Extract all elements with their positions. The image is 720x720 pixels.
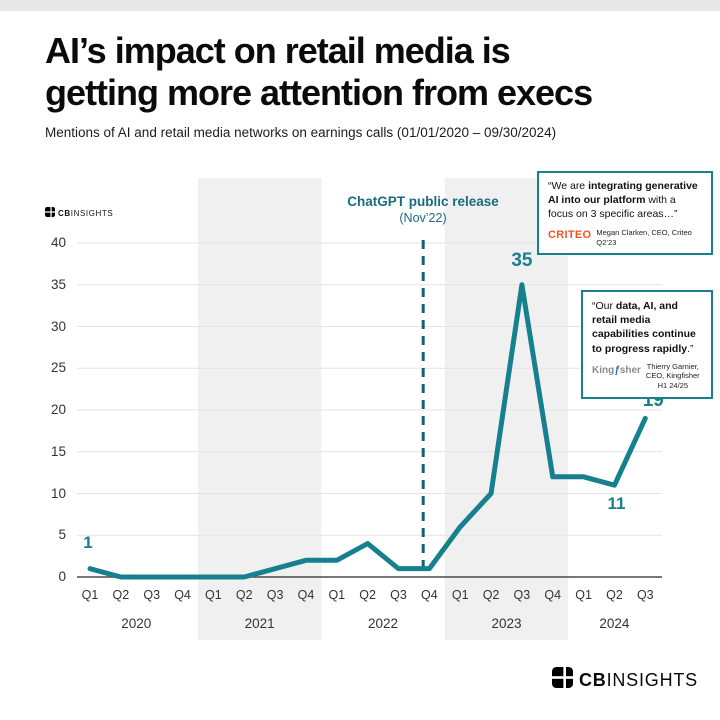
x-tick-label: Q2 <box>112 588 130 602</box>
page-title-line2: getting more attention from execs <box>45 72 593 114</box>
kingfisher-quote-box: “Our data, AI, and retail media capabili… <box>581 290 713 399</box>
chart-subtitle: Mentions of AI and retail media networks… <box>45 124 557 140</box>
header: AI’s impact on retail media is getting m… <box>45 30 705 140</box>
chatgpt-release-annotation: ChatGPT public release (Nov’22) <box>313 194 533 225</box>
kingfisher-logo: Kingƒsher <box>592 364 641 376</box>
criteo-logo: CRITEO <box>548 228 592 241</box>
chatgpt-release-title: ChatGPT public release <box>347 194 499 209</box>
kingfisher-quote-text: “Our data, AI, and retail media capabili… <box>592 300 696 355</box>
x-tick-label: Q1 <box>575 588 592 602</box>
y-tick-label: 35 <box>50 276 66 292</box>
x-tick-label: Q2 <box>606 588 623 602</box>
year-label: 2024 <box>599 616 630 631</box>
x-tick-label: Q4 <box>421 588 438 602</box>
x-tick-label: Q4 <box>174 588 191 602</box>
year-band-2021 <box>198 178 322 640</box>
x-tick-label: Q3 <box>636 588 654 602</box>
x-tick-label: Q2 <box>235 588 253 602</box>
kingfisher-attribution-line2: CEO, Kingfisher <box>645 371 700 381</box>
cbinsights-logo-icon <box>45 204 55 222</box>
mentions-data-line <box>87 282 648 580</box>
criteo-attribution-line1: Megan Clarken, CEO, Criteo <box>596 227 692 237</box>
kingfisher-attribution: Thierry Garnier, CEO, Kingfisher H1 24/2… <box>646 362 700 391</box>
y-tick-label: 30 <box>50 318 66 334</box>
cbinsights-footer-text: CBINSIGHTS <box>578 669 698 690</box>
cbinsights-logo-text: CBINSIGHTS <box>58 208 114 218</box>
cbinsights-footer-icon <box>551 667 573 693</box>
x-tick-label: Q3 <box>513 588 531 602</box>
x-tick-label: Q3 <box>266 588 284 602</box>
year-label: 2022 <box>368 616 399 631</box>
x-tick-label: Q2 <box>482 588 500 602</box>
criteo-attribution-line2: Q2’23 <box>596 237 617 247</box>
year-label: 2020 <box>121 616 152 631</box>
x-tick-label: Q4 <box>544 588 562 602</box>
page-title: AI’s impact on retail media is getting m… <box>45 30 705 115</box>
criteo-attribution: Megan Clarken, CEO, Criteo Q2’23 <box>596 228 691 248</box>
x-tick-label: Q1 <box>451 588 469 602</box>
y-tick-label: 15 <box>50 443 66 459</box>
y-tick-label: 25 <box>50 360 66 376</box>
x-tick-label: Q1 <box>205 588 222 602</box>
y-tick-label: 40 <box>50 235 66 250</box>
data-point-label: 1 <box>83 532 93 552</box>
x-tick-label: Q2 <box>359 588 376 602</box>
criteo-attribution-row: CRITEO Megan Clarken, CEO, Criteo Q2’23 <box>548 228 702 248</box>
year-label: 2021 <box>244 616 275 631</box>
x-tick-label: Q4 <box>297 588 315 602</box>
x-tick-label: Q1 <box>81 588 99 602</box>
top-accent-strip <box>0 0 720 11</box>
cbinsights-footer-logo: CBINSIGHTS <box>551 667 698 693</box>
y-tick-label: 5 <box>58 527 66 543</box>
criteo-quote-box: “We are integrating generative AI into o… <box>537 171 713 256</box>
page-title-line1: AI’s impact on retail media is <box>45 30 511 71</box>
x-tick-label: Q3 <box>143 588 161 602</box>
y-tick-label: 20 <box>50 402 66 417</box>
x-tick-label: Q3 <box>390 588 407 602</box>
cbinsights-small-logo: CBINSIGHTS <box>45 204 113 222</box>
y-tick-label: 0 <box>58 569 66 584</box>
kingfisher-attribution-line3: H1 24/25 <box>657 381 689 391</box>
y-tick-label: 10 <box>50 485 66 501</box>
x-tick-label: Q1 <box>328 588 346 602</box>
kingfisher-attribution-line1: Thierry Garnier, <box>646 361 699 371</box>
data-point-label: 11 <box>607 494 626 514</box>
kingfisher-attribution-row: Kingƒsher Thierry Garnier, CEO, Kingfish… <box>592 362 702 391</box>
year-label: 2023 <box>491 616 522 631</box>
criteo-quote-text: “We are integrating generative AI into o… <box>548 180 698 220</box>
chatgpt-release-date: (Nov’22) <box>399 211 447 225</box>
